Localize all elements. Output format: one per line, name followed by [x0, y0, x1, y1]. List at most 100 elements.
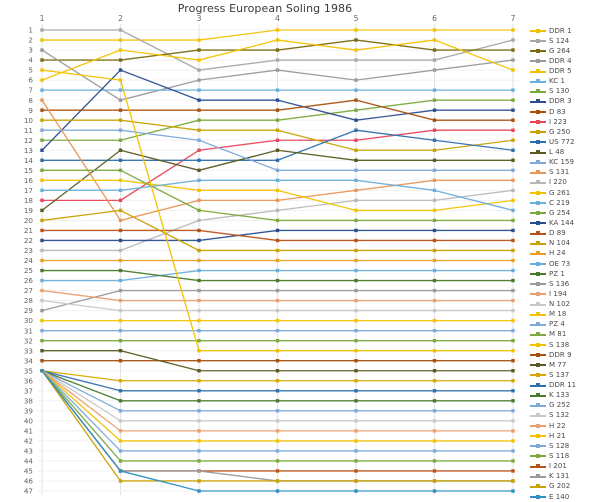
legend-item[interactable]: S 136 [530, 279, 569, 289]
series-line[interactable] [40, 148, 515, 213]
legend-item[interactable]: KC 1 [530, 77, 565, 87]
series-line[interactable] [40, 359, 515, 363]
series-line[interactable] [40, 28, 515, 42]
legend-item[interactable]: KA 144 [530, 218, 574, 228]
series-line[interactable] [40, 118, 515, 152]
series-line[interactable] [40, 68, 515, 353]
legend-item[interactable]: DDR 3 [530, 97, 572, 107]
series-line[interactable] [40, 128, 515, 203]
data-point-marker [511, 168, 515, 173]
legend-item[interactable]: DDR 1 [530, 26, 572, 36]
legend-item[interactable]: N 102 [530, 300, 570, 310]
series-line[interactable] [40, 38, 515, 62]
legend-item[interactable]: S 124 [530, 36, 569, 46]
data-point-marker [432, 409, 437, 413]
series-line[interactable] [40, 168, 515, 223]
data-point-marker [118, 28, 123, 32]
legend-item[interactable]: DDR 4 [530, 56, 572, 66]
series-line[interactable] [40, 178, 515, 213]
legend-item[interactable]: I 194 [530, 289, 567, 299]
legend-item[interactable]: G 254 [530, 208, 570, 218]
data-point-marker [40, 288, 44, 293]
series-line[interactable] [40, 298, 515, 313]
series-line[interactable] [40, 228, 515, 243]
legend-item[interactable]: G 252 [530, 401, 570, 411]
legend-item[interactable]: S 128 [530, 441, 569, 451]
legend-item[interactable]: PZ 1 [530, 269, 565, 279]
series-line[interactable] [40, 98, 515, 142]
legend-item[interactable]: S 137 [530, 370, 569, 380]
series-line[interactable] [40, 208, 515, 253]
data-point-marker [432, 429, 437, 433]
series-line[interactable] [40, 38, 515, 82]
data-point-marker [118, 38, 123, 42]
data-point-marker [197, 78, 201, 82]
data-point-marker [511, 399, 515, 403]
series-line[interactable] [40, 178, 515, 213]
legend-color-swatch [530, 494, 546, 499]
legend-item[interactable]: G 261 [530, 188, 570, 198]
legend-item[interactable]: M 77 [530, 360, 566, 370]
series-line[interactable] [40, 258, 515, 263]
legend-item[interactable]: M 81 [530, 330, 566, 340]
series-line[interactable] [40, 188, 515, 253]
legend-item[interactable]: I 223 [530, 117, 567, 127]
series-line[interactable] [40, 268, 515, 283]
series-line[interactable] [40, 328, 515, 333]
legend-item[interactable]: D 83 [530, 107, 566, 117]
legend-item[interactable]: DDR 11 [530, 381, 576, 391]
legend-item[interactable]: C 219 [530, 198, 570, 208]
series-line[interactable] [40, 128, 515, 162]
legend-item[interactable]: S 130 [530, 87, 569, 97]
legend-item[interactable]: K 133 [530, 391, 569, 401]
legend-item[interactable]: DDR 5 [530, 67, 572, 77]
data-point-marker [354, 98, 358, 102]
legend-item[interactable]: G 202 [530, 482, 570, 492]
legend-item[interactable]: M 18 [530, 310, 566, 320]
series-line[interactable] [40, 128, 515, 173]
series-line[interactable] [40, 348, 515, 373]
legend-item[interactable]: DDR 9 [530, 350, 572, 360]
series-line[interactable] [40, 228, 515, 243]
legend-item[interactable]: S 138 [530, 340, 569, 350]
legend-item[interactable]: K 131 [530, 472, 569, 482]
series-line[interactable] [40, 338, 515, 343]
legend-item[interactable]: I 201 [530, 462, 567, 472]
series-line[interactable] [40, 318, 515, 323]
data-point-marker [432, 318, 437, 323]
legend-item[interactable]: H 22 [530, 421, 566, 431]
legend-item[interactable]: I 220 [530, 178, 567, 188]
legend-item[interactable]: G 250 [530, 127, 570, 137]
legend-item[interactable]: US 772 [530, 137, 574, 147]
legend-item[interactable]: L 48 [530, 148, 564, 158]
legend-item[interactable]: S 118 [530, 451, 569, 461]
series-line[interactable] [40, 288, 515, 313]
series-line[interactable] [40, 28, 515, 72]
series-line[interactable] [40, 268, 515, 283]
legend-item[interactable]: OE 73 [530, 259, 570, 269]
legend-item[interactable]: PZ 4 [530, 320, 565, 330]
series-line[interactable] [40, 98, 515, 122]
legend-item[interactable]: S 131 [530, 168, 569, 178]
data-point-marker [118, 409, 123, 413]
legend-item[interactable]: S 132 [530, 411, 569, 421]
legend-item[interactable]: H 24 [530, 249, 566, 259]
data-point-marker [432, 218, 437, 223]
legend-item[interactable]: N 104 [530, 239, 570, 249]
legend-color-swatch [530, 220, 546, 225]
legend-item[interactable]: H 21 [530, 431, 566, 441]
legend-item-label: G 250 [549, 127, 571, 136]
data-point-marker [511, 379, 515, 383]
series-line[interactable] [40, 88, 515, 92]
series-line[interactable] [40, 48, 515, 102]
legend-item[interactable]: KC 159 [530, 158, 574, 168]
series-line[interactable] [40, 369, 515, 493]
series-line[interactable] [40, 288, 515, 303]
series-line[interactable] [40, 369, 515, 403]
legend-item[interactable]: E 140 [530, 492, 569, 502]
legend-item[interactable]: G 264 [530, 46, 570, 56]
series-line[interactable] [40, 68, 515, 152]
legend-item[interactable]: D 89 [530, 229, 566, 239]
series-line[interactable] [40, 98, 515, 223]
y-axis-tick-label: 17 [24, 186, 33, 195]
